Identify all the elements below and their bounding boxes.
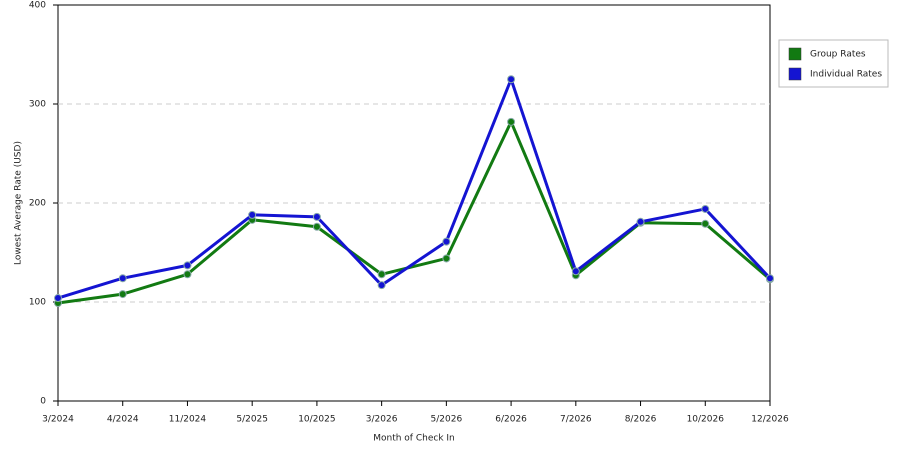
x-tick-label: 11/2024 [169,415,207,425]
x-tick-label: 5/2026 [431,415,463,425]
legend-swatch [788,67,802,81]
x-tick-label: 10/2025 [298,415,335,425]
x-tick-label: 7/2026 [560,415,592,425]
point [377,281,386,290]
point [507,75,516,84]
legend-swatch [788,47,802,61]
x-tick-label: 10/2026 [687,415,725,425]
point [442,254,451,263]
point [54,294,62,303]
point [442,237,451,246]
point [571,267,580,276]
point [701,204,710,213]
series-line [57,77,772,300]
point [701,219,710,228]
x-axis-label: Month of Check In [373,434,455,444]
point [766,274,774,283]
point [312,212,321,221]
point [507,117,516,126]
x-tick-label: 5/2025 [236,415,268,425]
point [118,290,127,299]
point [183,270,192,279]
legend-label: Individual Rates [810,70,882,80]
point [377,270,386,279]
point [636,217,645,226]
x-tick-label: 6/2026 [495,415,527,425]
y-tick-label: 100 [29,298,46,308]
x-tick-label: 3/2026 [366,415,398,425]
x-tick-label: 12/2026 [751,415,789,425]
legend-label: Group Rates [810,50,866,60]
x-tick-label: 4/2024 [107,415,139,425]
x-tick-label: 3/2024 [42,415,74,425]
x-tick-label: 8/2026 [625,415,657,425]
y-tick-label: 400 [29,1,46,11]
y-tick-label: 300 [29,100,46,110]
y-tick-label: 0 [40,397,46,407]
point [312,222,321,231]
point [118,274,127,283]
series-line [57,120,771,305]
point [248,210,257,219]
y-tick-label: 200 [29,199,46,209]
point [183,261,192,270]
y-axis-label: Lowest Average Rate (USD) [14,141,24,265]
